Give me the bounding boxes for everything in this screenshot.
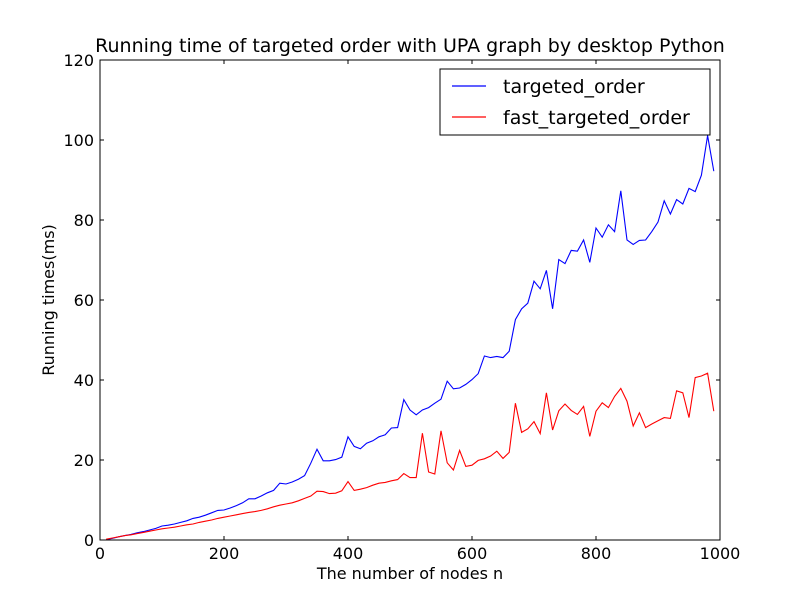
y-tick-label: 20 [74,451,94,470]
x-tick-label: 200 [209,544,240,563]
legend-label: fast_targeted_order [503,107,690,129]
plot-background [100,60,720,540]
series-line-fast-targeted-order [106,372,715,540]
y-tick-label: 60 [74,291,94,310]
y-tick-label: 40 [74,371,94,390]
x-tick-label: 0 [95,544,105,563]
y-tick-label: 100 [63,131,94,150]
y-tick-label: 0 [84,531,94,550]
legend: targeted_order fast_targeted_order [439,68,711,136]
legend-label: targeted_order [503,76,645,98]
x-tick-label: 600 [457,544,488,563]
y-axis-label: Running times(ms) [39,224,58,376]
y-axis: 0 20 40 60 80 100 120 [63,51,720,550]
chart-title: Running time of targeted order with UPA … [95,35,725,57]
x-tick-label: 800 [581,544,612,563]
x-tick-label: 1000 [700,544,741,563]
y-tick-label: 80 [74,211,94,230]
series-line-targeted-order [106,135,715,541]
x-axis-label: The number of nodes n [316,564,503,583]
y-tick-label: 120 [63,51,94,70]
legend-box [439,68,711,136]
x-axis: 0 200 400 600 800 1000 [95,60,740,563]
x-tick-label: 400 [333,544,364,563]
